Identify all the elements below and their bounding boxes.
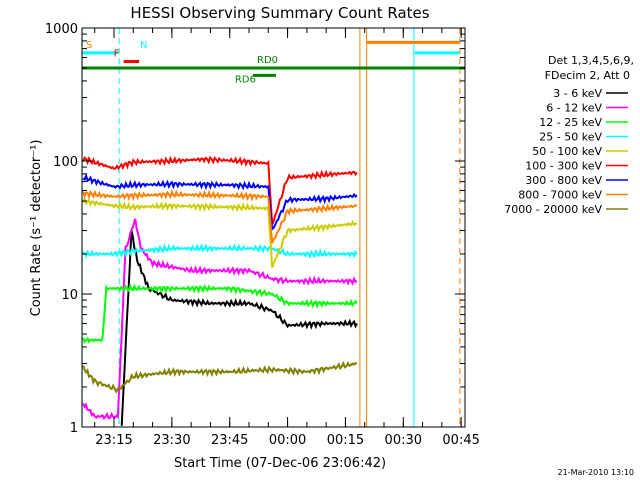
x-tick-label: 23:45: [211, 433, 248, 448]
state-label-rd6: RD6: [235, 74, 256, 85]
legend-label: 100 - 300 keV: [525, 160, 602, 173]
series-line-5: [82, 195, 358, 268]
y-tick-label: 100: [53, 155, 78, 170]
legend-label: 50 - 100 keV: [532, 145, 602, 158]
state-label-f: F: [114, 48, 120, 59]
legend-label: 12 - 25 keV: [539, 116, 602, 129]
state-label-s: S: [86, 40, 92, 51]
y-tick-label: 1: [70, 421, 78, 436]
x-axis-label: Start Time (07-Dec-06 23:06:42): [174, 456, 386, 471]
footer-date: 21-Mar-2010 13:10: [558, 468, 635, 477]
state-label-rd0: RD0: [257, 55, 278, 66]
legend-header-line-2: FDecim 2, Att 0: [545, 69, 630, 82]
x-tick-label: 00:15: [327, 433, 364, 448]
y-tick-label: 10: [61, 288, 78, 303]
legend-label: 6 - 12 keV: [546, 102, 602, 115]
state-label-n: N: [140, 40, 147, 51]
series-line-1: [120, 229, 358, 426]
series-line-3: [82, 283, 358, 344]
legend-label: 800 - 7000 keV: [518, 189, 602, 202]
chart-title: HESSI Observing Summary Count Rates: [130, 4, 429, 22]
legend-label: 3 - 6 keV: [553, 87, 602, 100]
legend-label: 7000 - 20000 keV: [504, 203, 602, 216]
x-tick-label: 00:00: [269, 433, 306, 448]
y-axis-label: Count Rate (s⁻¹ detector⁻¹): [29, 140, 44, 317]
series-line-8: [82, 189, 358, 244]
series-lines: [82, 155, 358, 426]
series-line-7: [82, 172, 358, 232]
x-tick-label: 00:45: [442, 433, 479, 448]
legend-label: 25 - 50 keV: [539, 131, 602, 144]
tick-labels: 23:15 23:30 23:45 00:00 00:15 00:30 00:45 1 10 10…: [45, 22, 480, 448]
series-line-9: [82, 360, 358, 394]
y-tick-label: 1000: [45, 22, 78, 37]
axes: [81, 27, 466, 428]
x-tick-label: 23:15: [95, 433, 132, 448]
series-line-4: [82, 242, 358, 259]
x-tick-label: 23:30: [153, 433, 190, 448]
series-line-2: [82, 218, 358, 421]
legend: Det 1,3,4,5,6,9, FDecim 2, Att 0 3 - 6 k…: [504, 54, 634, 216]
legend-label: 300 - 800 keV: [525, 174, 602, 187]
legend-header-line-1: Det 1,3,4,5,6,9,: [548, 54, 634, 67]
x-tick-label: 00:30: [385, 433, 422, 448]
plot-frame: [81, 27, 466, 428]
series-line-6: [82, 155, 358, 225]
